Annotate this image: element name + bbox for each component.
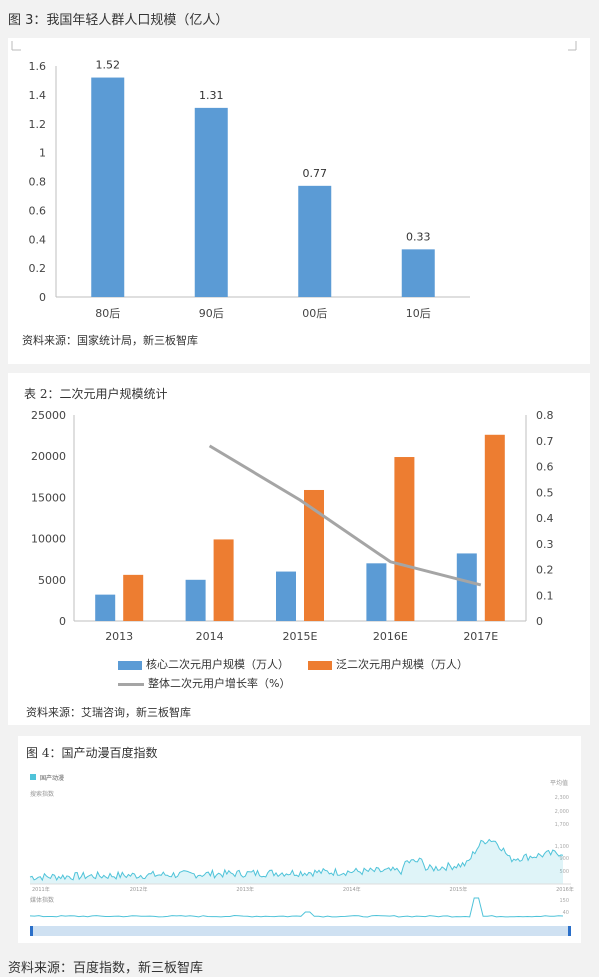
legend-core-users: 核心二次元用户规模（万人） — [118, 656, 289, 672]
legend-growth-label: 整体二次元用户增长率（%） — [148, 677, 291, 690]
y-tick-label: 1,100 — [555, 844, 569, 850]
bar — [194, 107, 228, 298]
x-tick-label: 2015年 — [450, 886, 468, 893]
y2-tick-label: 0.5 — [536, 486, 554, 499]
bar-core — [185, 579, 206, 621]
y2-tick-label: 0.4 — [536, 512, 554, 525]
x-tick-label: 2013年 — [236, 886, 254, 893]
y-tick-label: 900 — [559, 856, 569, 862]
index-line — [29, 838, 564, 882]
x-tick-label: 2011年 — [32, 886, 50, 893]
y-tick-label: 1.2 — [29, 118, 47, 131]
figure-4-caption: 图 4：国产动漫百度指数 — [26, 746, 158, 760]
range-slider-track — [30, 926, 571, 936]
x-tick-label: 10后 — [406, 307, 431, 320]
growth-rate-line — [208, 444, 482, 587]
index-area — [30, 839, 563, 884]
data-label: 1.31 — [199, 89, 224, 102]
section-label: 搜索指数 — [30, 790, 54, 798]
y-tick-label: 0 — [59, 615, 66, 628]
range-slider-handle-left — [30, 926, 33, 936]
y2-tick-label: 0.2 — [536, 564, 554, 577]
data-label: 0.77 — [303, 167, 328, 180]
y2-tick-label: 0.1 — [536, 589, 554, 602]
legend-growth-rate: 整体二次元用户增长率（%） — [118, 675, 290, 691]
y-tick-label: 15000 — [31, 491, 66, 504]
legend-growth-swatch — [118, 682, 144, 686]
x-tick-label: 80后 — [95, 307, 120, 320]
y2-tick-label: 0.6 — [536, 461, 554, 474]
y-tick-label: 0.8 — [29, 176, 47, 189]
y-tick-label: 0 — [39, 291, 46, 304]
data-label: 1.52 — [96, 59, 121, 72]
chart-1-svg: 0 0.2 0.4 0.6 0.8 1 1.2 1.4 1.6 1.52 80后 1.31 90后 0.7… — [11, 41, 577, 320]
legend-label: 国产动漫 — [40, 774, 64, 782]
y2-tick-label: 0 — [536, 615, 543, 628]
y-tick-label: 2,300 — [555, 795, 569, 801]
section-label-2: 媒体指数 — [30, 896, 54, 904]
legend-core-label: 核心二次元用户规模（万人） — [146, 658, 289, 671]
bar-pan — [484, 434, 505, 621]
bar-pan — [394, 457, 415, 621]
y2-tick-label: 0.3 — [536, 538, 554, 551]
chart-2-panel: 表 2：二次元用户规模统计 0 5000 10000 15000 20000 25000 0… — [8, 373, 590, 725]
bar-core — [276, 571, 296, 621]
y-tick-label: 25000 — [31, 409, 66, 422]
chart-1-source: 资料来源：国家统计局，新三板智库 — [22, 334, 198, 347]
chart-2-svg: 0 5000 10000 15000 20000 25000 0 0.1 0.2 0.3 0.4 0.… — [31, 409, 554, 643]
x-tick-label: 2017E — [463, 630, 498, 643]
legend-marker — [30, 774, 36, 780]
chart-2-source: 资料来源：艾瑞咨询，新三板智库 — [26, 706, 191, 719]
y-tick-label: 20000 — [31, 450, 66, 463]
x-tick-label: 2015E — [283, 630, 318, 643]
range-slider-handle-right — [568, 926, 571, 936]
bar-pan — [213, 539, 234, 621]
bar — [298, 185, 332, 297]
chart-3-panel: 图 4：国产动漫百度指数 国产动漫搜索指数 平均值 500 900 1,100 1,700… — [18, 736, 581, 943]
x-tick-label: 90后 — [199, 307, 224, 320]
media-index-line — [29, 897, 564, 918]
figure-3-caption: 图 3：我国年轻人群人口规模（亿人） — [8, 13, 229, 28]
legend-core-swatch — [118, 660, 142, 670]
bottom-source: 资料来源：百度指数，新三板智库 — [8, 961, 204, 976]
y-tick-label: 1.4 — [29, 89, 47, 102]
bar — [91, 77, 125, 297]
x-tick-label: 2013 — [105, 630, 133, 643]
media-tick-label: 150 — [559, 898, 569, 904]
data-label: 0.33 — [406, 230, 431, 243]
bar-core — [456, 553, 477, 621]
media-tick-label: 40 — [563, 910, 569, 916]
y2-tick-label: 0.7 — [536, 435, 554, 448]
x-tick-label: 2012年 — [130, 886, 148, 893]
x-tick-label: 2014年 — [343, 886, 361, 893]
chart-1-panel: 0 0.2 0.4 0.6 0.8 1 1.2 1.4 1.6 1.52 80后 1.31 90后 0.7… — [8, 38, 590, 364]
y-tick-label: 5000 — [38, 574, 66, 587]
legend-pan-label: 泛二次元用户规模（万人） — [336, 658, 468, 671]
y-tick-label: 0.6 — [29, 204, 47, 217]
bar — [401, 249, 435, 297]
table-2-caption: 表 2：二次元用户规模统计 — [24, 387, 168, 401]
x-tick-label: 2016E — [373, 630, 408, 643]
legend-pan-swatch — [308, 660, 332, 670]
y-tick-label: 500 — [559, 869, 569, 875]
corner-label: 平均值 — [550, 779, 568, 787]
bar-pan — [304, 489, 324, 621]
y-tick-label: 1,700 — [555, 822, 569, 828]
x-tick-label: 00后 — [302, 307, 327, 320]
legend-pan-users: 泛二次元用户规模（万人） — [308, 656, 468, 672]
y-tick-label: 1 — [39, 147, 46, 160]
x-tick-label: 2014 — [196, 630, 224, 643]
y-tick-label: 0.4 — [29, 233, 47, 246]
y-tick-label: 1.6 — [29, 60, 47, 73]
y-tick-label: 2,000 — [555, 809, 569, 815]
bar-core — [95, 594, 116, 621]
x-tick-label: 2016年 — [556, 886, 574, 893]
y-tick-label: 10000 — [31, 533, 66, 546]
bar-core — [366, 563, 387, 621]
y-tick-label: 0.2 — [29, 262, 47, 275]
bar-pan — [123, 574, 144, 621]
y2-tick-label: 0.8 — [536, 409, 554, 422]
